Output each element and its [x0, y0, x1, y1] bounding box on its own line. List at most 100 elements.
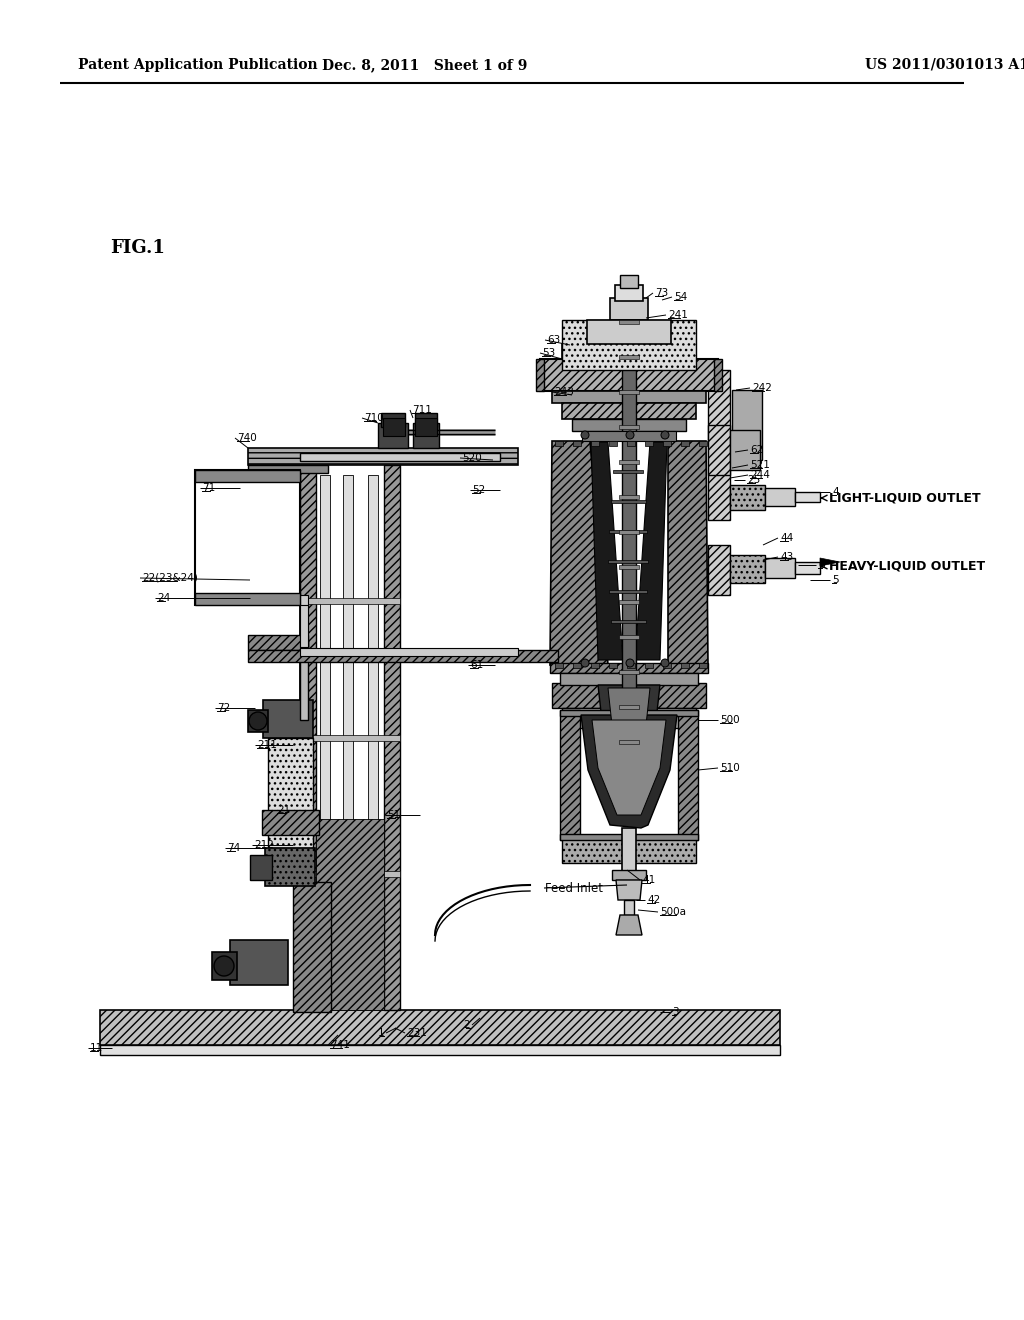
Bar [681, 441, 689, 446]
Text: 52: 52 [472, 484, 485, 495]
Bar [708, 425, 730, 475]
Text: 243: 243 [554, 387, 573, 397]
Text: 500: 500 [720, 715, 739, 725]
Text: 43: 43 [780, 552, 794, 562]
Text: 72: 72 [217, 704, 230, 713]
Bar [681, 663, 689, 668]
Bar [300, 595, 308, 649]
Bar [300, 465, 316, 1010]
Circle shape [662, 659, 669, 667]
Text: FIG.1: FIG.1 [110, 239, 165, 257]
Bar [415, 418, 437, 436]
Circle shape [214, 956, 234, 975]
Bar [587, 319, 671, 345]
Circle shape [626, 659, 634, 667]
Text: 73: 73 [655, 288, 669, 298]
Bar [730, 554, 765, 583]
Text: 61: 61 [470, 660, 483, 671]
Bar [300, 648, 518, 656]
Bar [611, 500, 646, 503]
Text: 22(23&24): 22(23&24) [142, 573, 198, 583]
Bar [618, 741, 639, 744]
Polygon shape [820, 558, 840, 566]
Bar [663, 663, 671, 668]
Bar [708, 370, 730, 470]
Text: 510: 510 [720, 763, 739, 774]
Polygon shape [616, 915, 642, 935]
Bar [609, 441, 617, 446]
Text: 4: 4 [831, 487, 839, 498]
Bar [699, 441, 707, 446]
Text: 21: 21 [278, 805, 290, 814]
Bar [248, 710, 268, 733]
Bar [708, 545, 730, 595]
Bar [562, 319, 696, 370]
Bar [381, 413, 406, 426]
Bar [248, 465, 328, 473]
Bar [555, 663, 563, 668]
Bar [609, 590, 647, 593]
Bar [195, 593, 300, 605]
Text: 63: 63 [547, 335, 560, 345]
Bar [708, 470, 730, 520]
Bar [591, 441, 599, 446]
Polygon shape [581, 715, 677, 828]
Text: 710: 710 [364, 413, 384, 422]
Bar [573, 441, 581, 446]
Bar [611, 620, 646, 623]
Bar [618, 671, 639, 675]
Bar [100, 1010, 780, 1045]
Bar [612, 870, 646, 880]
Text: 71: 71 [202, 483, 215, 492]
Bar [555, 441, 563, 446]
Text: 42: 42 [647, 895, 660, 906]
Bar [230, 940, 288, 985]
Text: Dec. 8, 2011   Sheet 1 of 9: Dec. 8, 2011 Sheet 1 of 9 [323, 58, 527, 73]
Bar [645, 663, 653, 668]
Bar [795, 562, 820, 574]
Text: 231: 231 [407, 1028, 427, 1038]
Bar [620, 275, 638, 288]
Text: 740: 740 [237, 433, 257, 444]
Bar [730, 484, 765, 510]
Bar [618, 705, 639, 709]
Bar [562, 708, 696, 729]
Text: 500a: 500a [660, 907, 686, 917]
Text: 242: 242 [752, 383, 772, 393]
Bar [195, 470, 300, 482]
Bar [300, 453, 500, 461]
Bar [618, 425, 639, 429]
Bar [618, 389, 639, 393]
Bar [562, 345, 696, 359]
Text: LIGHT-LIQUID OUTLET: LIGHT-LIQUID OUTLET [829, 491, 981, 504]
Polygon shape [608, 688, 650, 767]
Bar [293, 882, 331, 1012]
Bar [618, 531, 639, 535]
Bar [618, 319, 639, 323]
Bar [765, 558, 795, 578]
Bar [618, 635, 639, 639]
Bar [316, 820, 384, 1010]
Bar [609, 663, 617, 668]
Text: 711: 711 [412, 405, 432, 414]
Bar [572, 418, 686, 432]
Bar [343, 475, 353, 1001]
Bar [765, 488, 795, 506]
Polygon shape [550, 441, 608, 665]
Bar [618, 355, 639, 359]
Bar [618, 459, 639, 465]
Bar [300, 465, 400, 1010]
Bar [300, 605, 308, 647]
Text: 44: 44 [780, 533, 794, 543]
Text: Patent Application Publication: Patent Application Publication [78, 58, 317, 73]
Bar [212, 952, 237, 979]
Bar [560, 710, 698, 715]
Bar [195, 470, 300, 605]
Text: 741: 741 [330, 1040, 350, 1049]
Bar [319, 475, 330, 1001]
Bar [300, 734, 400, 741]
Bar [609, 531, 647, 533]
Text: 241: 241 [668, 310, 688, 319]
Text: 520: 520 [462, 453, 481, 463]
Text: HEAVY-LIQUID OUTLET: HEAVY-LIQUID OUTLET [829, 560, 985, 573]
